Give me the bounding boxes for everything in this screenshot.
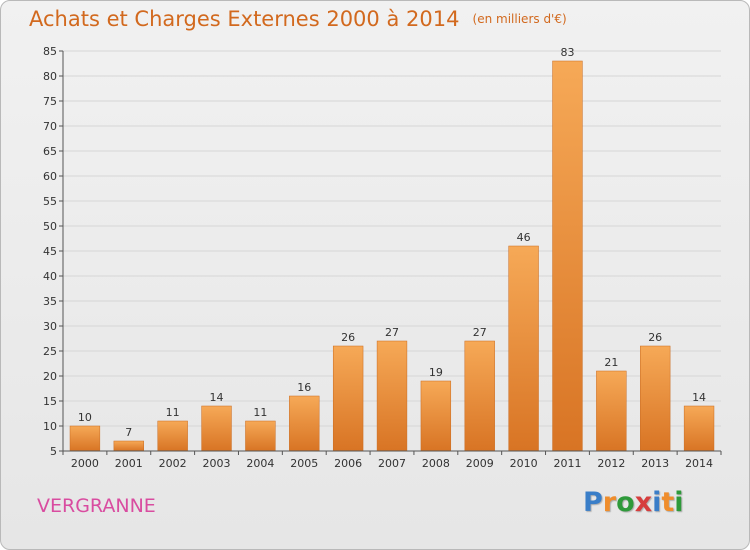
y-tick-label: 40 [43,270,57,283]
y-tick-label: 60 [43,170,57,183]
bar-2004 [245,420,276,452]
y-tick-label: 45 [43,245,57,258]
data-label-2010: 46 [517,231,531,244]
data-label-2007: 27 [385,326,399,339]
logo-letter: r [602,487,617,518]
title-line: Achats et Charges Externes 2000 à 2014 (… [29,7,567,31]
x-tick-label-2007: 2007 [378,457,406,470]
y-tick-label: 70 [43,120,57,133]
logo-letter: t [661,487,675,518]
y-tick-label: 15 [43,395,57,408]
bar-2013 [640,345,671,452]
data-label-2014: 14 [692,391,706,404]
y-tick-label: 10 [43,420,57,433]
bar-2011 [552,60,583,452]
x-tick-label-2005: 2005 [290,457,318,470]
logo-letter: i [652,487,662,518]
bar-2003 [201,405,232,452]
y-tick-label: 80 [43,70,57,83]
commune-name: VERGRANNE [37,495,156,517]
y-tick-label: 30 [43,320,57,333]
y-tick-label: 50 [43,220,57,233]
logo-letter: i [674,487,684,518]
x-tick-label-2009: 2009 [466,457,494,470]
y-tick-label: 25 [43,345,57,358]
data-label-2013: 26 [648,331,662,344]
bar-2012 [596,370,627,452]
data-label-2003: 14 [210,391,224,404]
logo-letter: o [616,487,635,518]
y-tick-label: 5 [50,445,57,458]
data-label-2005: 16 [297,381,311,394]
x-tick-label-2000: 2000 [71,457,99,470]
bar-2009 [464,340,495,452]
bar-2014 [683,405,715,452]
data-label-2002: 11 [166,406,180,419]
bar-2010 [508,245,539,452]
bar-2006 [332,345,364,452]
axis-layer: 5 10 15 20 25 30 35 40 45 50 55 60 65 70 75 80 85 2000 200… [43,45,722,470]
data-label-2011: 83 [560,46,574,59]
bar-2005 [289,395,320,452]
data-label-2004: 11 [253,406,267,419]
y-tick-label: 75 [43,95,57,108]
x-tick-label-2014: 2014 [685,457,713,470]
y-tick-label: 55 [43,195,57,208]
x-tick-label-2012: 2012 [597,457,625,470]
x-tick-label-2004: 2004 [246,457,274,470]
data-label-2001: 7 [125,426,132,439]
x-tick-label-2006: 2006 [334,457,362,470]
chart-title: Achats et Charges Externes 2000 à 2014 [29,7,460,31]
data-label-2009: 27 [473,326,487,339]
chart-unit-label: (en milliers d'€) [472,12,567,26]
logo-letter: x [634,487,653,518]
x-tick-label-2013: 2013 [641,457,669,470]
y-tick-label: 65 [43,145,57,158]
data-label-2008: 19 [429,366,443,379]
x-tick-label-2011: 2011 [553,457,581,470]
y-tick-label: 35 [43,295,57,308]
data-label-2006: 26 [341,331,355,344]
bar-2000 [69,425,101,452]
x-tick-label-2003: 2003 [203,457,231,470]
bar-2001 [113,440,144,452]
x-tick-label-2010: 2010 [510,457,538,470]
y-tick-label: 85 [43,45,57,58]
data-label-2012: 21 [604,356,618,369]
bars-layer: 10 7 11 14 11 16 26 27 19 27 46 83 21 26 14 [69,46,715,452]
logo-letter: P [583,487,603,518]
y-tick-label: 20 [43,370,57,383]
bar-2008 [420,380,452,452]
data-label-2000: 10 [78,411,92,424]
x-tick-label-2002: 2002 [159,457,187,470]
bar-2007 [376,340,408,452]
proxiti-logo: Proxiti [583,487,684,518]
x-tick-label-2008: 2008 [422,457,450,470]
bar-2002 [157,420,188,452]
x-tick-label-2001: 2001 [115,457,143,470]
